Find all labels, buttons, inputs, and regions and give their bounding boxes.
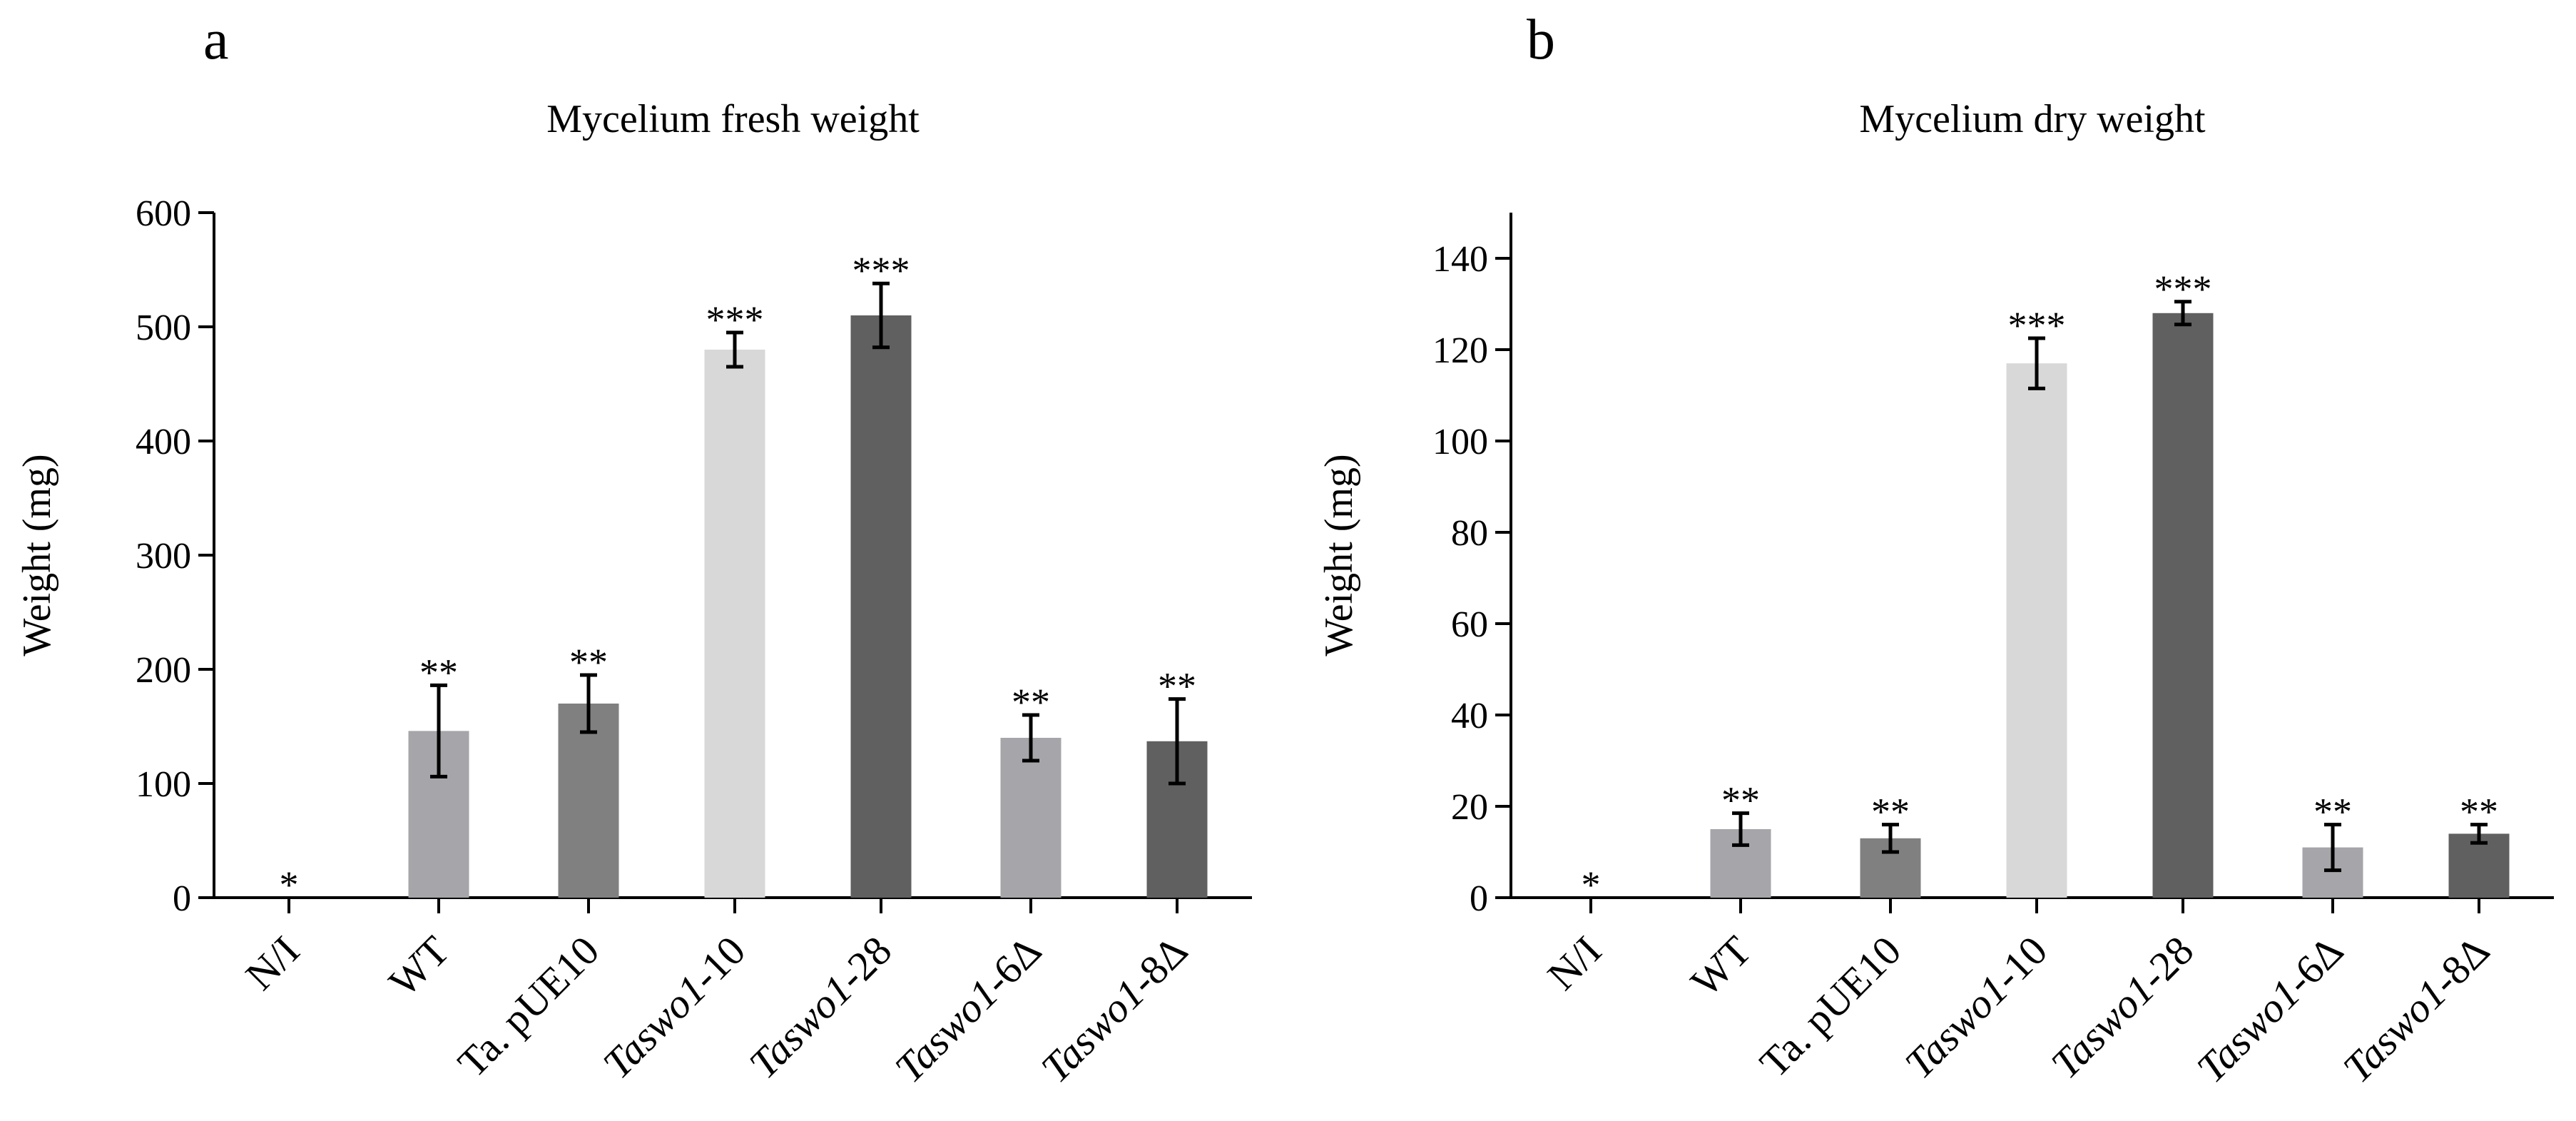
panel-b-category-label-plain: N/I	[1539, 927, 1611, 999]
panel-b-category-label-plain: WT	[1681, 927, 1760, 1005]
panel-a-category-label-Taswo1-28: Taswo1-28	[740, 927, 901, 1087]
panel-b-bar-Taswo1-10	[2006, 363, 2067, 898]
panel-a-category-label-Taswo1-8Δ: Taswo1-8Δ	[1032, 927, 1196, 1091]
panel-b-category-label-Taswo1-6Δ: Taswo1-6Δ	[2188, 927, 2352, 1091]
panel-b-category-label-plain: Ta. pUE10	[1751, 927, 1910, 1086]
panel-a-significance-Taswo1-10: ***	[706, 298, 764, 341]
panel-a-category-label-plain: WT	[380, 927, 458, 1005]
panel-a-bar-Taswo1-28	[850, 315, 912, 898]
panel-b-y-tick-label: 20	[1451, 787, 1488, 828]
panel-b-y-tick-label: 120	[1432, 330, 1488, 371]
panel-a-error-bar-Taswo1-10	[726, 330, 743, 369]
panel-a-y-tick-label: 300	[136, 536, 191, 577]
panel-a-title: Mycelium fresh weight	[546, 97, 920, 141]
panel-b-category-label-Taswo1-10: Taswo1-10	[1896, 927, 2057, 1087]
panel-b-category-label-italic: Taswo1	[2042, 966, 2164, 1087]
panel-b-error-bar-Ta. pUE10	[1882, 823, 1899, 854]
panel-a-category-label-italic: Taswo1	[740, 966, 862, 1087]
panel-a-y-tick-label: 500	[136, 308, 191, 348]
panel-b-y-tick-label: 80	[1451, 513, 1488, 554]
panel-a-category-label-italic: Taswo1	[594, 966, 716, 1087]
panel-a-error-bar-Taswo1-6Δ	[1022, 713, 1039, 763]
panel-a-bar-Taswo1-10	[704, 350, 765, 898]
panel-a-category-label-Taswo1-6Δ: Taswo1-6Δ	[886, 927, 1050, 1091]
panel-a-category-label-italic: Taswo1	[1032, 970, 1154, 1092]
panel-b-category-label-Taswo1-8Δ: Taswo1-8Δ	[2334, 927, 2498, 1091]
panel-b-y-tick-label: 60	[1451, 604, 1488, 645]
panel-a-category-label-italic: Taswo1	[886, 970, 1007, 1092]
panel-a-category-label-plain: N/I	[237, 927, 309, 999]
panel-a-category-label-N/I: N/I	[237, 927, 309, 999]
panel-a-y-tick-label: 400	[136, 422, 191, 462]
panel-b-error-bar-Taswo1-10	[2028, 336, 2045, 390]
panel-b-category-label-N/I: N/I	[1539, 927, 1611, 999]
panel-a-significance-Taswo1-8Δ: **	[1158, 665, 1196, 708]
panel-b-chart: b Mycelium dry weight Weight (mg) 0 20 40 60 80…	[1317, 9, 2554, 1092]
panel-b-significance-Taswo1-6Δ: **	[2313, 791, 2352, 833]
panel-b-significance-Taswo1-28: ***	[2154, 268, 2212, 310]
panel-b-error-bar-Taswo1-28	[2174, 300, 2191, 327]
panel-b-category-label-italic: Taswo1	[2334, 970, 2455, 1092]
panel-a-chart: a Mycelium fresh weight Weight (mg) 0 100 200…	[15, 9, 1252, 1092]
panel-b-y-axis-label: Weight (mg)	[1317, 454, 1361, 656]
panel-b-letter: b	[1527, 9, 1555, 71]
panel-a-significance-WT: **	[419, 651, 458, 694]
panel-a-y-axis-label: Weight (mg)	[15, 454, 59, 656]
panel-b-significance-Taswo1-8Δ: **	[2460, 791, 2498, 833]
panel-b-y-tick-label: 100	[1432, 422, 1488, 462]
panel-a-significance-Ta. pUE10: **	[569, 641, 608, 684]
panel-a-significance-Taswo1-28: ***	[852, 249, 910, 292]
panel-a-y-tick-label: 600	[136, 193, 191, 234]
panel-a-category-label-WT: WT	[380, 927, 458, 1005]
panel-a-category-label-plain: Ta. pUE10	[449, 927, 608, 1086]
panel-a-letter: a	[203, 9, 229, 71]
panel-b-title: Mycelium dry weight	[1859, 97, 2206, 141]
panel-a-bar-Taswo1-6Δ	[1000, 738, 1062, 898]
panel-b-category-label-italic: Taswo1	[2188, 970, 2309, 1092]
panel-a-y-tick-label: 0	[173, 878, 191, 919]
panel-a-error-bar-Taswo1-8Δ	[1169, 697, 1186, 786]
panel-a-y-tick-label: 100	[136, 764, 191, 805]
panel-b-error-bar-Taswo1-8Δ	[2470, 823, 2488, 845]
panel-b-bar-Taswo1-28	[2152, 313, 2214, 898]
panel-b-y-tick-label: 0	[1470, 878, 1488, 919]
panel-b-category-label-Taswo1-28: Taswo1-28	[2042, 927, 2203, 1087]
panel-b-y-tick-label: 140	[1432, 239, 1488, 280]
panel-b-category-label-WT: WT	[1681, 927, 1760, 1005]
panel-a-significance-N/I: *	[280, 863, 299, 906]
panel-b-category-label-italic: Taswo1	[1896, 966, 2017, 1087]
panel-a-y-tick-label: 200	[136, 650, 191, 691]
panel-a-significance-Taswo1-6Δ: **	[1012, 681, 1050, 724]
panel-b-significance-N/I: *	[1582, 863, 1601, 906]
panel-a-bar-Ta. pUE10	[558, 704, 619, 898]
panel-b-significance-Taswo1-10: ***	[2008, 304, 2066, 347]
panel-b-error-bar-Taswo1-6Δ	[2324, 823, 2341, 873]
panel-b-error-bar-WT	[1732, 811, 1749, 847]
panel-b-y-tick-label: 40	[1451, 696, 1488, 736]
panel-a-category-label-Taswo1-10: Taswo1-10	[594, 927, 755, 1087]
panel-b-significance-WT: **	[1721, 779, 1760, 822]
panel-b-category-label-Ta. pUE10: Ta. pUE10	[1751, 927, 1910, 1086]
panel-a-error-bar-WT	[430, 683, 447, 778]
panel-a-category-label-Ta. pUE10: Ta. pUE10	[449, 927, 608, 1086]
panel-a-error-bar-Taswo1-28	[872, 281, 890, 350]
panel-a-error-bar-Ta. pUE10	[580, 673, 597, 734]
panel-b-significance-Ta. pUE10: **	[1871, 791, 1910, 833]
